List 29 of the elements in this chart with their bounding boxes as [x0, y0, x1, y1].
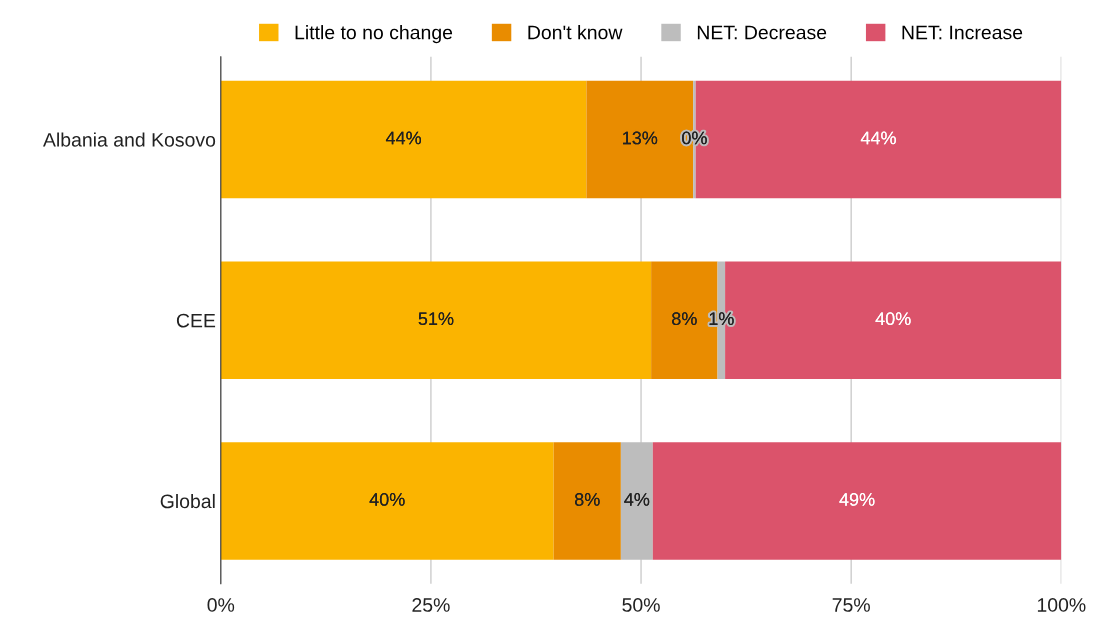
- data-label: 13%: [623, 131, 658, 145]
- bar: [220, 442, 554, 560]
- bar: [620, 442, 653, 560]
- legend-label: Don't know: [528, 25, 623, 40]
- legend-label: Little to no change: [295, 25, 453, 44]
- bar: [220, 80, 587, 199]
- data-label: 8%: [574, 493, 600, 506]
- y-tick-label: CEE: [176, 313, 216, 328]
- x-tick-label: 75%: [832, 598, 870, 612]
- x-tick-label: 50%: [622, 598, 660, 612]
- data-label: 40%: [369, 493, 405, 506]
- data-label: 44%: [385, 131, 422, 145]
- legend-label: NET: Increase: [902, 25, 1023, 40]
- data-label: 4%: [624, 493, 650, 506]
- x-tick-label: 0%: [207, 598, 235, 612]
- data-label: 51%: [418, 312, 454, 326]
- y-tick-label: Albania and Kosovo: [43, 132, 216, 147]
- data-label: 40%: [875, 312, 911, 326]
- x-tick-label: 25%: [412, 598, 450, 612]
- legend-label: NET: Decrease: [697, 25, 827, 40]
- data-label: 8%: [672, 312, 697, 326]
- x-tick-label: 100%: [1037, 598, 1086, 612]
- bar: [652, 442, 1062, 560]
- bar: [553, 442, 621, 560]
- bar: [220, 261, 652, 379]
- data-label: 44%: [860, 131, 896, 145]
- data-label: 0%: [682, 131, 707, 145]
- data-label: 49%: [839, 493, 875, 506]
- y-tick-label: Global: [160, 493, 215, 509]
